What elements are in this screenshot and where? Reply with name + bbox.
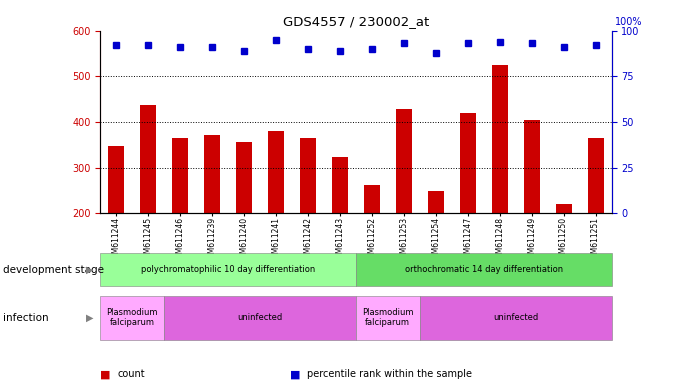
Bar <box>428 191 444 213</box>
Text: uninfected: uninfected <box>493 313 538 322</box>
Bar <box>492 65 508 213</box>
Bar <box>268 131 284 213</box>
Text: Plasmodium
falciparum: Plasmodium falciparum <box>106 308 158 328</box>
Text: ■: ■ <box>290 369 301 379</box>
Text: ■: ■ <box>100 369 111 379</box>
Text: 100%: 100% <box>615 17 643 27</box>
Text: development stage: development stage <box>3 265 104 275</box>
Title: GDS4557 / 230002_at: GDS4557 / 230002_at <box>283 15 429 28</box>
Bar <box>108 146 124 213</box>
Text: ▶: ▶ <box>86 265 93 275</box>
Bar <box>332 157 348 213</box>
Bar <box>587 138 603 213</box>
Bar <box>140 104 156 213</box>
Bar <box>300 138 316 213</box>
Text: uninfected: uninfected <box>238 313 283 322</box>
Bar <box>364 185 380 213</box>
Bar <box>396 109 412 213</box>
Bar <box>524 120 540 213</box>
Bar <box>236 142 252 213</box>
Text: infection: infection <box>3 313 49 323</box>
Bar <box>172 138 188 213</box>
Bar <box>460 113 475 213</box>
Text: ▶: ▶ <box>86 313 93 323</box>
Text: orthochromatic 14 day differentiation: orthochromatic 14 day differentiation <box>405 265 562 274</box>
Bar <box>204 135 220 213</box>
Text: polychromatophilic 10 day differentiation: polychromatophilic 10 day differentiatio… <box>141 265 315 274</box>
Text: Plasmodium
falciparum: Plasmodium falciparum <box>362 308 414 328</box>
Text: count: count <box>117 369 145 379</box>
Bar <box>556 204 571 213</box>
Text: percentile rank within the sample: percentile rank within the sample <box>307 369 473 379</box>
